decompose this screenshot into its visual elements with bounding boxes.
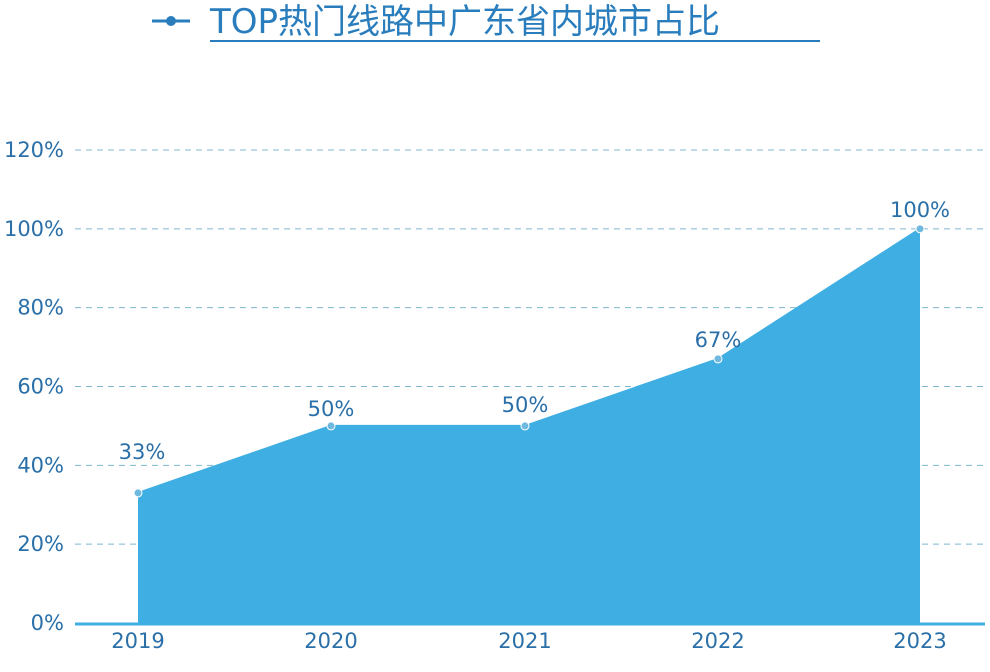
y-tick-label: 120% bbox=[4, 138, 64, 162]
x-tick-label: 2020 bbox=[304, 629, 357, 653]
y-tick-label: 100% bbox=[4, 217, 64, 241]
axes: 0% 20% 40% 60% 80% 100% 120% 2019 2020 2021 2022 20… bbox=[4, 138, 985, 653]
data-point-2023 bbox=[915, 224, 925, 234]
data-point-2022 bbox=[713, 354, 723, 364]
data-label: 33% bbox=[119, 440, 166, 464]
data-point-2019 bbox=[133, 488, 143, 498]
x-tick-label: 2022 bbox=[691, 629, 744, 653]
y-tick-label: 80% bbox=[17, 296, 64, 320]
x-tick-label: 2021 bbox=[498, 629, 551, 653]
y-tick-label: 60% bbox=[17, 375, 64, 399]
chart-legend: TOP热门线路中广东省内城市占比 bbox=[152, 2, 820, 42]
y-tick-label: 0% bbox=[31, 611, 64, 635]
data-label: 67% bbox=[695, 328, 742, 352]
data-point-2021 bbox=[520, 421, 530, 431]
data-label: 100% bbox=[890, 198, 950, 222]
chart-title: TOP热门线路中广东省内城市占比 bbox=[209, 2, 720, 42]
data-labels: 33% 50% 50% 67% 100% bbox=[119, 198, 950, 464]
y-tick-label: 40% bbox=[17, 453, 64, 477]
data-label: 50% bbox=[308, 397, 355, 421]
area-series bbox=[133, 224, 925, 624]
data-label: 50% bbox=[502, 393, 549, 417]
x-tick-label: 2023 bbox=[893, 629, 946, 653]
x-tick-label: 2019 bbox=[111, 629, 164, 653]
data-point-2020 bbox=[326, 421, 336, 431]
legend-marker-symbol bbox=[166, 16, 176, 26]
y-tick-label: 20% bbox=[17, 532, 64, 556]
